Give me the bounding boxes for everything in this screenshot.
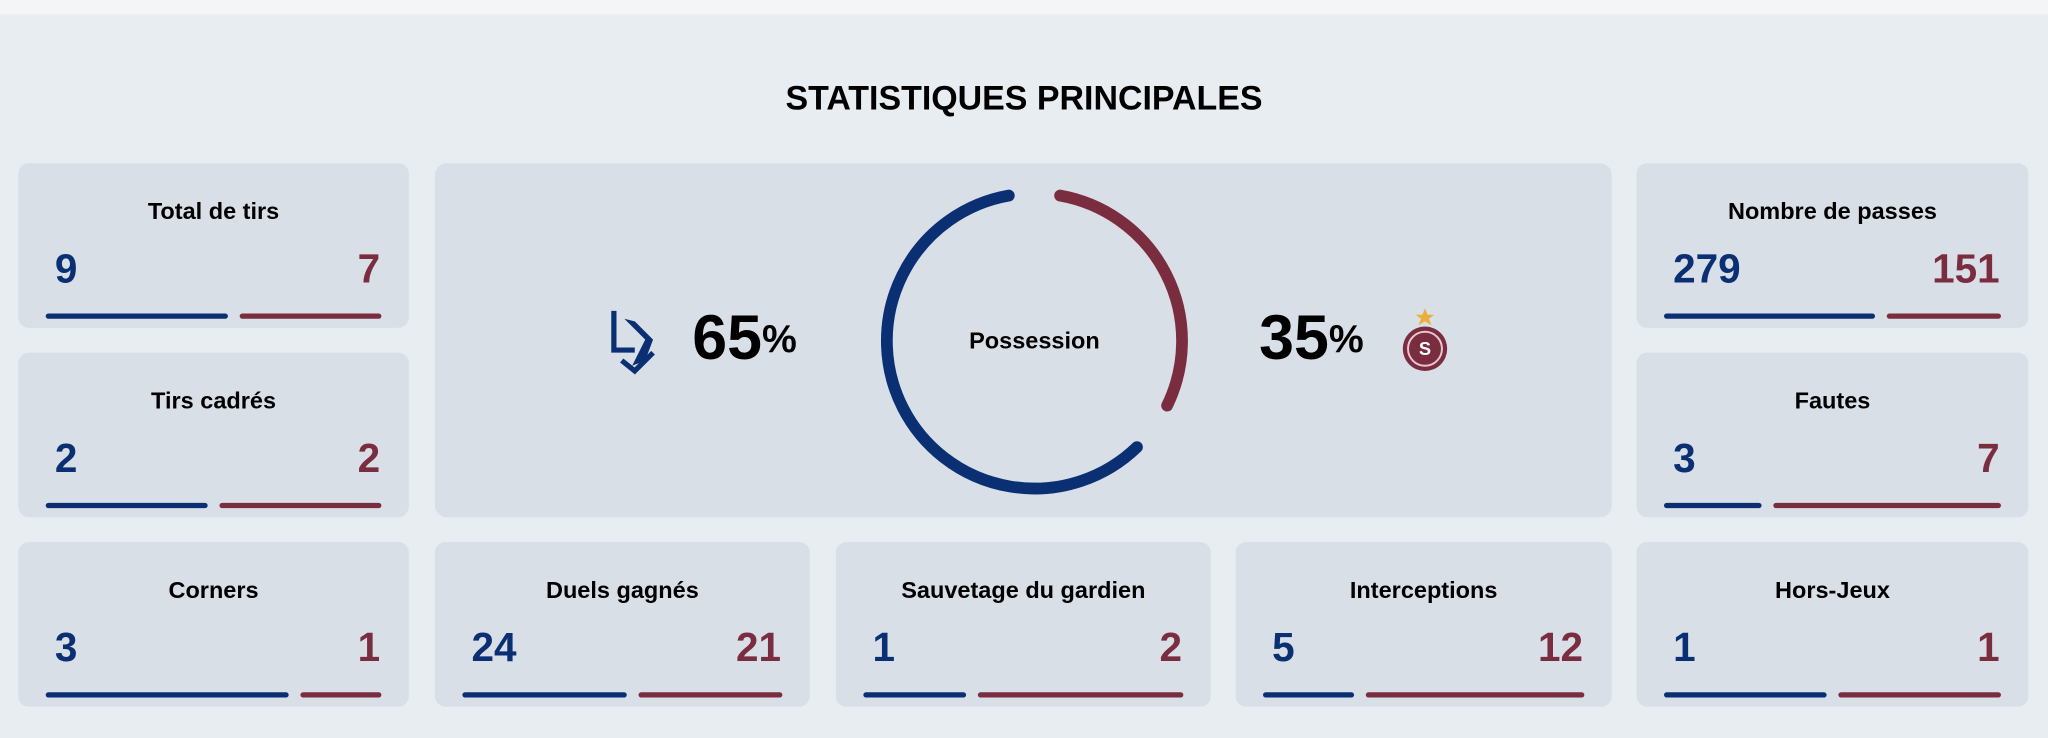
away-value: 7	[1977, 435, 2000, 481]
home-logo	[611, 310, 655, 375]
stat-label: Hors-Jeux	[1775, 577, 1890, 603]
home-value: 5	[1272, 624, 1295, 670]
away-bar	[1838, 692, 2001, 698]
stat-label: Sauvetage du gardien	[901, 577, 1145, 603]
away-bar	[638, 692, 783, 698]
stat-card	[1636, 542, 2029, 707]
away-value: 1	[1977, 624, 2000, 670]
home-value: 2	[55, 435, 78, 481]
section-title: STATISTIQUES PRINCIPALES	[785, 80, 1262, 118]
home-bar	[462, 692, 627, 698]
home-value: 3	[55, 624, 78, 670]
home-bar	[1664, 692, 1827, 698]
away-value: 2	[358, 435, 381, 481]
stat-card	[18, 163, 409, 328]
away-value: 151	[1932, 245, 2000, 291]
stat-card	[1636, 163, 2029, 328]
home-bar	[1263, 692, 1355, 698]
stat-card	[1636, 352, 2029, 518]
home-value: 24	[472, 624, 518, 670]
away-possession-arc	[1054, 189, 1188, 412]
home-bar	[45, 313, 228, 319]
away-value: 1	[358, 624, 381, 670]
home-possession-arc	[881, 189, 1143, 495]
home-value: 1	[1673, 624, 1696, 670]
possession-card	[434, 163, 1612, 518]
stat-label: Fautes	[1795, 388, 1871, 414]
stat-label: Total de tirs	[148, 198, 279, 224]
logo-letter: S	[1419, 338, 1431, 359]
home-possession: 65%	[692, 303, 797, 373]
away-value: 21	[736, 624, 781, 670]
away-bar	[977, 692, 1184, 698]
stat-label: Nombre de passes	[1728, 198, 1937, 224]
stat-label: Corners	[168, 577, 258, 603]
away-bar	[1886, 313, 2001, 319]
stat-card	[18, 542, 409, 707]
away-possession: 35%	[1259, 303, 1364, 373]
home-bar	[45, 692, 289, 698]
home-value: 9	[55, 245, 78, 291]
stat-label: Duels gagnés	[546, 577, 699, 603]
away-bar	[1365, 692, 1585, 698]
away-logo: S	[1402, 308, 1448, 371]
top-strip	[0, 0, 2048, 15]
stat-label: Interceptions	[1350, 577, 1498, 603]
stat-card	[835, 542, 1211, 707]
away-bar	[219, 502, 382, 509]
away-value: 12	[1538, 624, 1583, 670]
home-bar	[45, 502, 208, 509]
home-value: 3	[1673, 435, 1696, 481]
stat-card	[1235, 542, 1612, 707]
home-possession-value: 65	[692, 303, 762, 373]
away-bar	[239, 313, 382, 319]
stat-card	[18, 352, 409, 518]
home-bar	[863, 692, 967, 698]
away-value: 2	[1160, 624, 1183, 670]
stat-label: Tirs cadrés	[151, 388, 276, 414]
home-value: 279	[1673, 245, 1741, 291]
stat-card	[434, 542, 810, 707]
away-possession-value: 35	[1259, 303, 1329, 373]
percent-sign: %	[1329, 319, 1364, 362]
possession-label: Possession	[969, 327, 1100, 353]
home-bar	[1664, 313, 1876, 319]
percent-sign: %	[762, 319, 797, 362]
away-bar	[1773, 502, 2001, 509]
away-bar	[300, 692, 382, 698]
away-value: 7	[358, 245, 381, 291]
home-bar	[1664, 502, 1762, 509]
home-value: 1	[872, 624, 895, 670]
